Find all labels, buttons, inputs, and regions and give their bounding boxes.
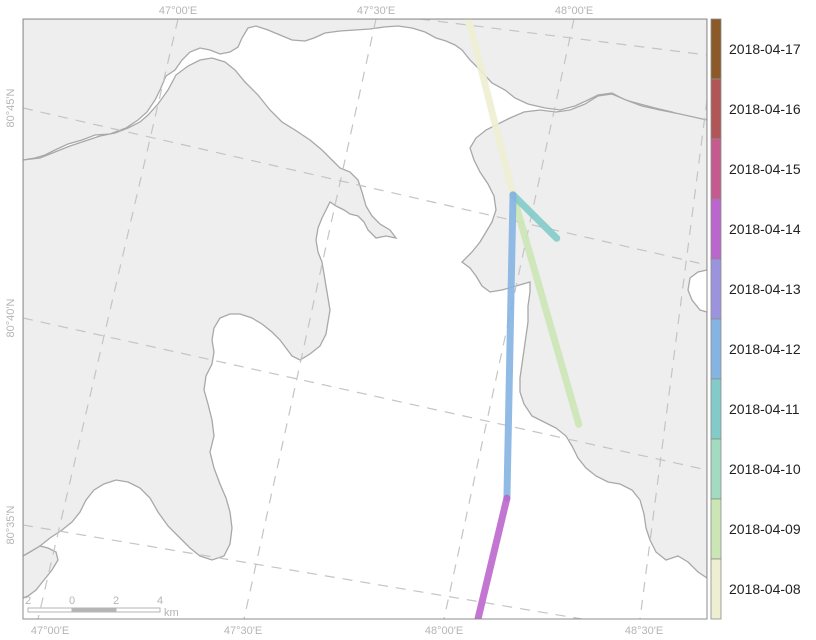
parallel-80-40 [23,317,707,471]
track-segment-2018-04-08 [464,19,517,199]
legend-label-2018-04-14: 2018-04-14 [729,221,801,237]
lon-label-bottom-1: 47°00'E [31,625,69,637]
track-segment-2018-04-11 [509,191,561,242]
meridian-47-30 [243,19,377,619]
parallel-upper [419,19,707,56]
legend-swatch-2018-04-16 [710,78,722,140]
scale-bar: 2 0 2 4 km [25,595,179,619]
lon-label-top-2: 47°30'E [357,5,395,17]
meridian-48-30 [639,99,707,619]
legend-label-2018-04-15: 2018-04-15 [729,161,801,177]
parallel-80-45 [23,107,707,266]
scale-unit-label: km [164,607,179,619]
lon-label-bottom-3: 48°00'E [425,625,463,637]
lat-label-3: 80°35'N [5,505,17,544]
scale-tick-label-4: 4 [157,595,163,607]
legend-label-2018-04-11: 2018-04-11 [729,401,800,417]
lon-labels-top: 47°00'E 47°30'E 48°00'E [159,5,593,17]
legend-swatch-2018-04-08 [710,558,722,620]
lat-label-2: 80°40'N [5,298,17,337]
lon-label-top-3: 48°00'E [555,5,593,17]
legend: 2018-04-17 2018-04-16 2018-04-15 2018-04-14… [710,18,801,620]
legend-swatch-2018-04-10 [710,438,722,500]
lon-label-bottom-2: 47°30'E [224,625,262,637]
track-layer [464,19,583,619]
scale-segment-2 [71,607,117,613]
lat-labels: 80°45'N 80°40'N 80°35'N [5,88,17,544]
legend-swatch-2018-04-13 [710,258,722,320]
legend-label-2018-04-16: 2018-04-16 [729,101,801,117]
parallel-80-35 [23,524,586,619]
lon-label-top-1: 47°00'E [159,5,197,17]
map-frame [22,18,708,620]
track-segment-2018-04-14 [474,494,511,619]
legend-swatch-2018-04-11 [710,378,722,440]
land-southwest [23,545,59,599]
track-segment-2018-04-09 [509,191,583,428]
legend-label-2018-04-09: 2018-04-09 [729,521,801,537]
scale-segment-3 [115,607,161,613]
legend-label-2018-04-08: 2018-04-08 [729,581,801,597]
scale-tick-label-2: 0 [69,595,75,607]
land-south [23,57,398,561]
legend-swatch-2018-04-12 [710,318,722,380]
scale-tick-label-1: 2 [25,595,31,607]
track-segment-2018-04-12 [503,191,517,502]
legend-swatch-2018-04-09 [710,498,722,560]
legend-label-2018-04-13: 2018-04-13 [729,281,801,297]
scale-tick-label-3: 2 [113,595,119,607]
legend-swatch-2018-04-14 [710,198,722,260]
lat-label-1: 80°45'N [5,88,17,127]
legend-swatch-2018-04-15 [710,138,722,200]
meridian-47-00 [37,19,179,619]
scale-segment-1 [27,607,73,613]
legend-label-2018-04-12: 2018-04-12 [729,341,801,357]
lon-label-bottom-4: 48°30'E [625,625,663,637]
legend-swatch-2018-04-17 [710,18,722,80]
legend-label-2018-04-10: 2018-04-10 [729,461,801,477]
lon-labels-bottom: 47°00'E 47°30'E 48°00'E 48°30'E [31,625,663,637]
land-north [23,19,707,161]
legend-label-2018-04-17: 2018-04-17 [729,41,801,57]
